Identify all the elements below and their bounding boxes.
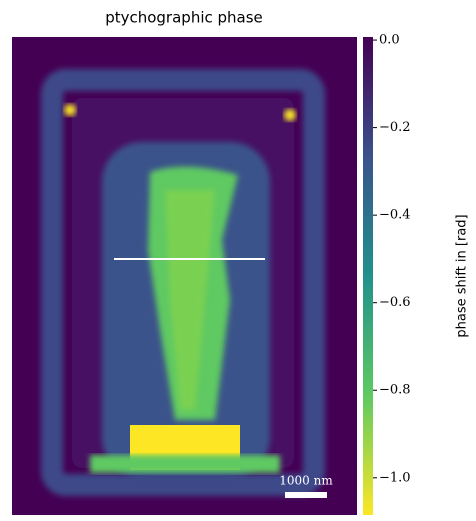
colorbar-tick-label: −1.0 xyxy=(379,470,411,485)
colorbar-tick-label: −0.8 xyxy=(379,383,411,398)
phase-image: 1000 nm xyxy=(12,37,357,515)
colorbar-label: phase shift in [rad] xyxy=(455,214,470,337)
colorbar-tick-label: −0.4 xyxy=(379,208,411,223)
colorbar xyxy=(363,37,373,515)
chart-title: ptychographic phase xyxy=(105,9,263,27)
colorbar-tick-label: −0.2 xyxy=(379,120,411,135)
colorbar-tick-label: 0.0 xyxy=(379,33,400,48)
colorbar-tick-label: −0.6 xyxy=(379,295,411,310)
scale-bar-label: 1000 nm xyxy=(279,474,333,488)
